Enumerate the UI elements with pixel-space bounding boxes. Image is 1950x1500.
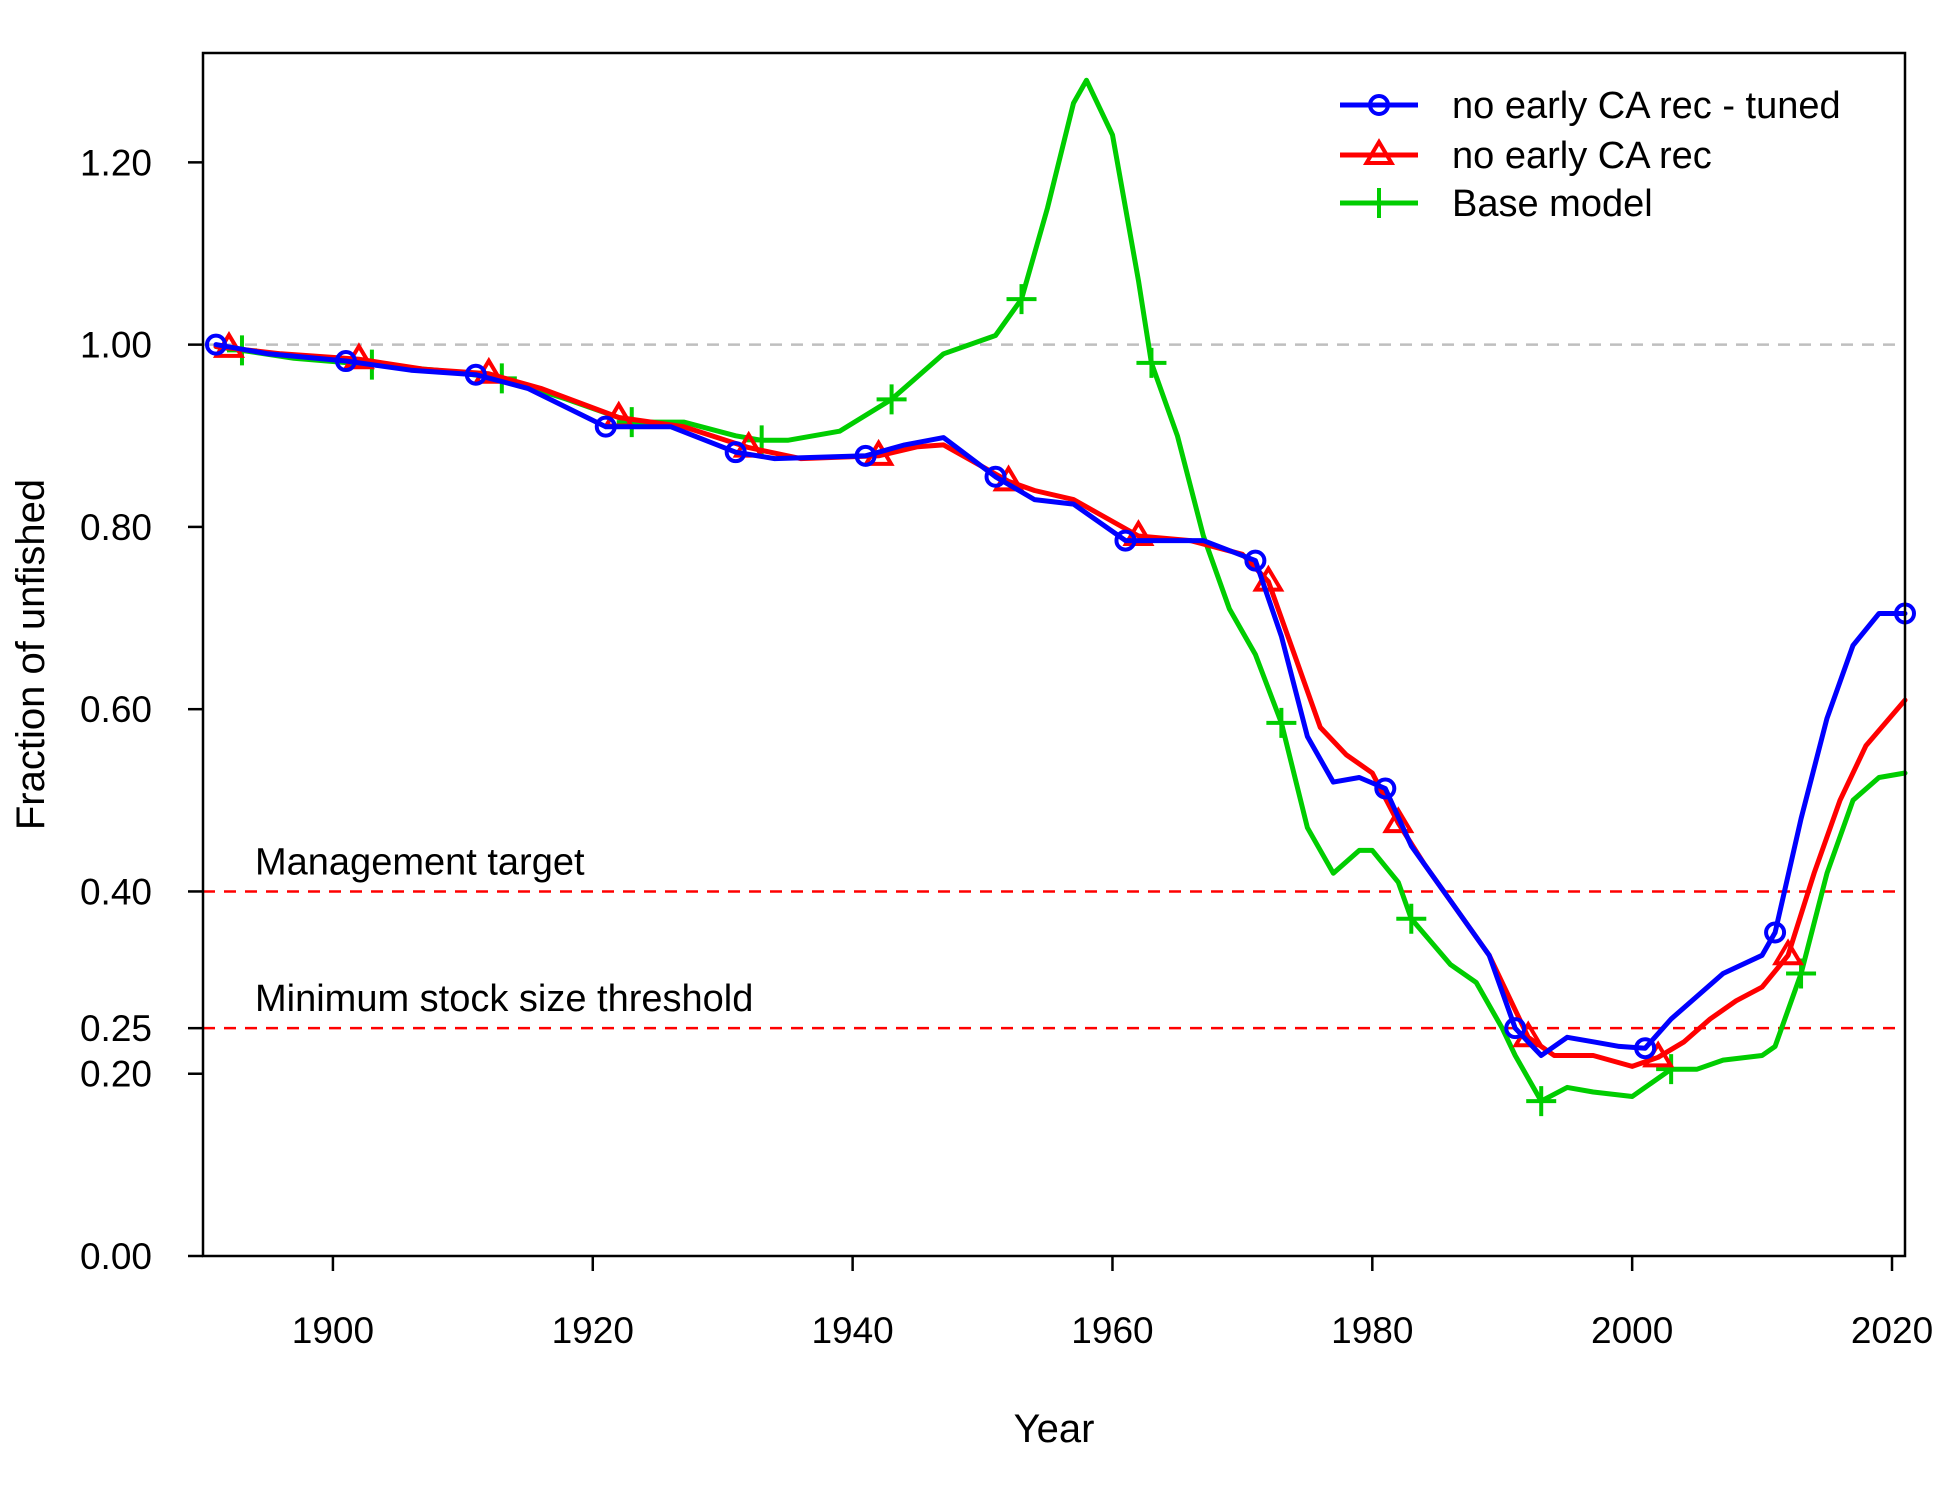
- series-marker: [1368, 94, 1390, 116]
- series-marker: [204, 333, 227, 356]
- legend-label: Base model: [1452, 183, 1653, 225]
- series-marker: [1396, 903, 1427, 934]
- series-marker: [724, 441, 747, 464]
- series-lines: [204, 77, 1916, 1117]
- y-tick-label: 0.80: [80, 507, 152, 548]
- series-line: [213, 77, 1908, 1104]
- series-marker: [1656, 1054, 1687, 1085]
- series-marker: [1006, 284, 1037, 315]
- x-tick-label: 2000: [1591, 1310, 1673, 1351]
- x-tick-label: 2020: [1851, 1310, 1933, 1351]
- series-marker: [1364, 188, 1394, 218]
- series-marker: [876, 384, 907, 415]
- axes: 1900 1920 1940 1960 1980 2000 2020 0.00 0.20 0.25…: [80, 142, 1933, 1351]
- series-marker: [1244, 549, 1267, 572]
- series-marker: [1266, 707, 1297, 738]
- series-marker: [1382, 806, 1415, 834]
- series-marker: [1764, 921, 1787, 944]
- x-tick-label: 1900: [292, 1310, 374, 1351]
- y-tick-label: 1.20: [80, 142, 152, 183]
- series-marker: [854, 444, 877, 467]
- y-tick-label: 1.00: [80, 325, 152, 366]
- series-group: [212, 331, 1908, 1069]
- series-marker: [1526, 1086, 1557, 1117]
- x-tick-label: 1960: [1071, 1310, 1153, 1351]
- reference-line-label: Minimum stock size threshold: [255, 978, 753, 1020]
- reference-line-label: Management target: [255, 841, 585, 883]
- x-tick-label: 1920: [552, 1310, 634, 1351]
- legend-label: no early CA rec - tuned: [1452, 85, 1841, 127]
- y-tick-label: 0.20: [80, 1054, 152, 1095]
- series-group: [213, 77, 1908, 1117]
- legend-label: no early CA rec: [1452, 135, 1712, 177]
- series-marker: [594, 415, 617, 438]
- series-marker: [1136, 347, 1167, 378]
- series-marker: [984, 465, 1007, 488]
- x-tick-label: 1980: [1331, 1310, 1413, 1351]
- y-tick-label: 0.40: [80, 871, 152, 912]
- plot-frame: [201, 51, 1907, 1258]
- y-tick-label: 0.25: [80, 1008, 152, 1049]
- series-marker: [1362, 138, 1396, 165]
- series-line: [213, 342, 1908, 1058]
- legend: no early CA rec - tuned no early CA rec Ba…: [1340, 85, 1841, 225]
- series-marker: [464, 363, 487, 386]
- series-marker: [1374, 777, 1397, 800]
- series-marker: [334, 350, 357, 373]
- series-marker: [1504, 1017, 1527, 1040]
- series-marker: [1772, 938, 1805, 966]
- reference-lines: Management target Minimum stock size thre…: [203, 343, 1905, 1030]
- series-line: [213, 344, 1908, 1069]
- y-tick-label: 0.60: [80, 689, 152, 730]
- y-tick-label: 0.00: [80, 1236, 152, 1277]
- series-marker: [1114, 529, 1137, 552]
- x-axis-title: Year: [1014, 1407, 1095, 1451]
- y-axis-title: Fraction of unfished: [9, 479, 53, 830]
- series-group: [204, 333, 1916, 1060]
- x-tick-label: 1940: [811, 1310, 893, 1351]
- series-marker: [1634, 1037, 1657, 1060]
